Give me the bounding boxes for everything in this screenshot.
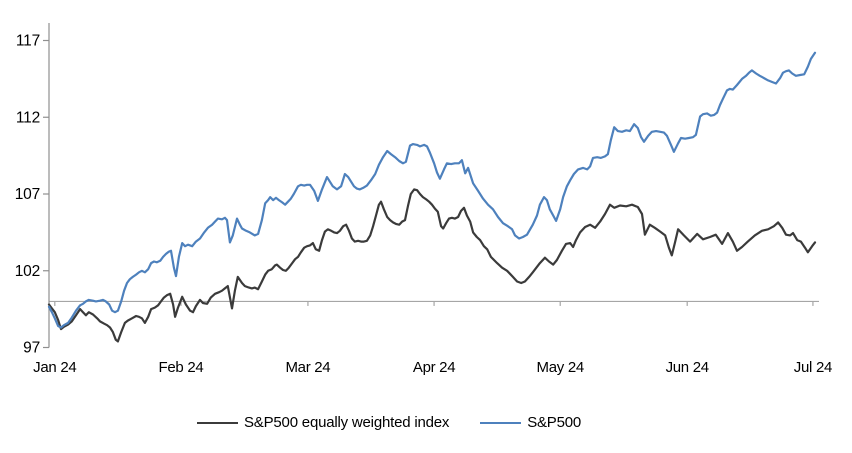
legend-item-equal-weight: S&P500 equally weighted index bbox=[197, 414, 449, 431]
legend-item-sp500: S&P500 bbox=[480, 414, 581, 431]
x-tick-label-Jan-24: Jan 24 bbox=[33, 359, 76, 376]
chart-legend: S&P500 equally weighted index S&P500 bbox=[197, 413, 581, 432]
x-tick-label-May-24: May 24 bbox=[537, 359, 584, 376]
y-tick-label-97: 97 bbox=[23, 340, 40, 357]
y-tick-label-107: 107 bbox=[15, 186, 40, 203]
legend-label-sp500: S&P500 bbox=[527, 414, 582, 431]
x-tick-label-Apr-24: Apr 24 bbox=[413, 359, 455, 376]
y-tick-label-112: 112 bbox=[16, 109, 40, 126]
y-tick-label-102: 102 bbox=[15, 263, 40, 280]
legend-line-swatch-blue bbox=[480, 421, 522, 424]
series-line-sp500 bbox=[47, 51, 817, 329]
legend-label-equal-weight: S&P500 equally weighted index bbox=[244, 414, 450, 431]
legend-line-swatch-dark bbox=[197, 421, 238, 424]
x-tick-label-Mar-24: Mar 24 bbox=[285, 359, 330, 376]
x-tick-label-Jul-24: Jul 24 bbox=[794, 359, 832, 376]
y-tick-label-117: 117 bbox=[16, 33, 40, 50]
x-tick-label-Feb-24: Feb 24 bbox=[159, 359, 204, 376]
series-line-equal-weight bbox=[47, 188, 817, 343]
x-tick-label-Jun-24: Jun 24 bbox=[666, 359, 709, 376]
